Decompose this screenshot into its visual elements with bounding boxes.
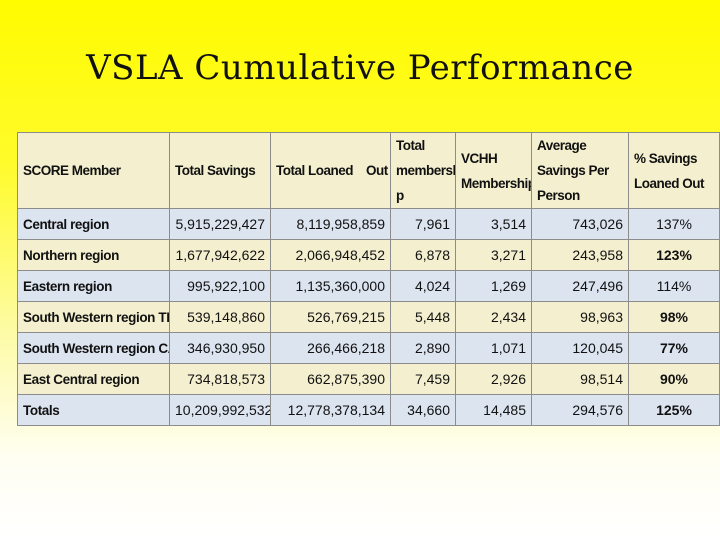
- cell-vchh-membership: 2,926: [455, 363, 532, 395]
- cell-pct-loaned: 98%: [628, 301, 720, 333]
- col-header-total-savings: Total Savings: [169, 132, 271, 209]
- cell-avg-savings: 294,576: [531, 394, 629, 426]
- cell-vchh-membership: 3,514: [455, 208, 532, 240]
- cell-pct-loaned: 137%: [628, 208, 720, 240]
- col-header-score-member: SCORE Member: [17, 132, 170, 209]
- table-row-east-central-region: East Central region 734,818,573 662,875,39…: [17, 363, 720, 395]
- cell-member: Central region: [17, 208, 170, 240]
- cell-total-membership: 7,459: [390, 363, 456, 395]
- cell-total-membership: 6,878: [390, 239, 456, 271]
- performance-table-container: SCORE Member Total Savings Total Loaned …: [17, 132, 720, 426]
- table-row-south-western-tpo: South Western region TPO 539,148,860 526,7…: [17, 301, 720, 333]
- cell-member: Totals: [17, 394, 170, 426]
- cell-total-membership: 7,961: [390, 208, 456, 240]
- col-header-savings-loaned-pct: % Savings Loaned Out: [628, 132, 720, 209]
- col-header-average-savings: Average Savings Per Person: [531, 132, 629, 209]
- cell-total-savings: 10,209,992,532: [169, 394, 271, 426]
- cell-total-membership: 34,660: [390, 394, 456, 426]
- cell-pct-loaned: 123%: [628, 239, 720, 271]
- cell-vchh-membership: 3,271: [455, 239, 532, 271]
- slide-title: VSLA Cumulative Performance: [86, 48, 634, 88]
- cell-avg-savings: 98,963: [531, 301, 629, 333]
- cell-total-savings: 734,818,573: [169, 363, 271, 395]
- cell-member: Eastern region: [17, 270, 170, 302]
- cell-vchh-membership: 1,071: [455, 332, 532, 364]
- table-body: Central region 5,915,229,427 8,119,958,859…: [17, 208, 720, 426]
- cell-pct-loaned: 77%: [628, 332, 720, 364]
- table-row-south-western-care: South Western region CARE346,930,950266,…: [17, 332, 720, 364]
- cell-member: Northern region: [17, 239, 170, 271]
- table-row-eastern-region: Eastern region 995,922,100 1,135,360,000 4,…: [17, 270, 720, 302]
- cell-pct-loaned: 125%: [628, 394, 720, 426]
- cell-vchh-membership: 1,269: [455, 270, 532, 302]
- cell-total-membership: 4,024: [390, 270, 456, 302]
- col-header-total-membership: Total membershi p: [390, 132, 456, 209]
- cell-avg-savings: 247,496: [531, 270, 629, 302]
- cell-total-loaned: 662,875,390: [270, 363, 391, 395]
- col-header-vchh-membership: VCHH Membership: [455, 132, 532, 209]
- table-row-central-region: Central region 5,915,229,427 8,119,958,859…: [17, 208, 720, 240]
- cell-total-loaned: 266,466,218: [270, 332, 391, 364]
- cell-avg-savings: 120,045: [531, 332, 629, 364]
- cell-member: South Western region TPO: [17, 301, 170, 333]
- cell-vchh-membership: 14,485: [455, 394, 532, 426]
- cell-member: South Western region CARE: [17, 332, 170, 364]
- cell-total-loaned: 2,066,948,452: [270, 239, 391, 271]
- cell-total-loaned: 12,778,378,134: [270, 394, 391, 426]
- performance-table: SCORE Member Total Savings Total Loaned …: [17, 132, 720, 426]
- table-header-row: SCORE Member Total Savings Total Loaned …: [17, 132, 720, 209]
- cell-total-loaned: 8,119,958,859: [270, 208, 391, 240]
- cell-pct-loaned: 114%: [628, 270, 720, 302]
- cell-total-savings: 1,677,942,622: [169, 239, 271, 271]
- cell-avg-savings: 743,026: [531, 208, 629, 240]
- cell-total-savings: 346,930,950: [169, 332, 271, 364]
- table-row-totals: Totals 10,209,992,532 12,778,378,134 34,660…: [17, 394, 720, 426]
- cell-avg-savings: 98,514: [531, 363, 629, 395]
- cell-total-loaned: 526,769,215: [270, 301, 391, 333]
- cell-avg-savings: 243,958: [531, 239, 629, 271]
- cell-total-savings: 995,922,100: [169, 270, 271, 302]
- col-header-total-loaned-out: Total Loaned Out: [270, 132, 391, 209]
- cell-total-membership: 5,448: [390, 301, 456, 333]
- cell-total-savings: 5,915,229,427: [169, 208, 271, 240]
- cell-member: East Central region: [17, 363, 170, 395]
- cell-total-loaned: 1,135,360,000: [270, 270, 391, 302]
- table-row-northern-region: Northern region 1,677,942,622 2,066,948,45…: [17, 239, 720, 271]
- cell-pct-loaned: 90%: [628, 363, 720, 395]
- cell-total-savings: 539,148,860: [169, 301, 271, 333]
- cell-vchh-membership: 2,434: [455, 301, 532, 333]
- cell-total-membership: 2,890: [390, 332, 456, 364]
